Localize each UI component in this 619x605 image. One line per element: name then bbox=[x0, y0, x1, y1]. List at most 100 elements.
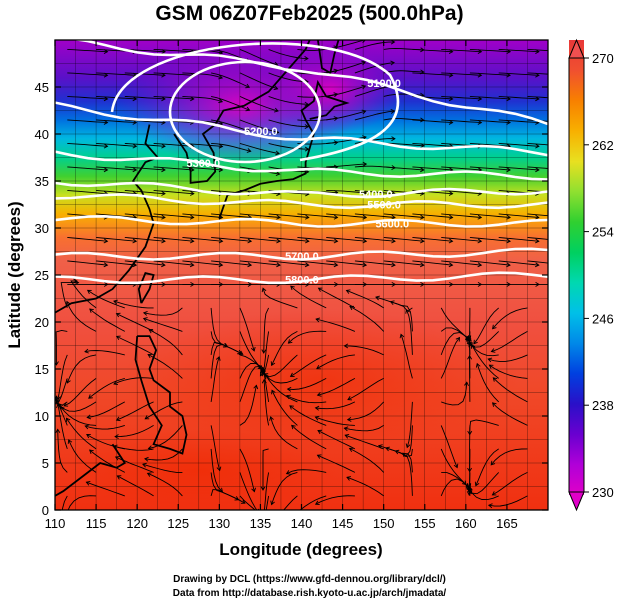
y-tick-label: 30 bbox=[35, 221, 49, 236]
streamline bbox=[116, 401, 154, 421]
streamline bbox=[469, 48, 511, 53]
colorbar-ticks: 230 238 246 254 262 270 bbox=[584, 51, 614, 500]
streamline bbox=[115, 425, 154, 438]
streamline-arrow bbox=[116, 475, 122, 480]
streamline-arrow bbox=[132, 119, 138, 125]
streamline-arrow bbox=[564, 263, 568, 267]
streamline bbox=[498, 166, 539, 171]
streamline bbox=[283, 495, 298, 510]
streamline-arrow bbox=[85, 480, 91, 486]
x-axis-ticks: 110 115 120 125 130 135 140 145 150 155 160 165 bbox=[45, 40, 518, 531]
streamline bbox=[469, 213, 511, 218]
streamline bbox=[124, 142, 166, 147]
streamline bbox=[469, 119, 511, 124]
streamline-arrow bbox=[286, 386, 292, 392]
streamline bbox=[239, 236, 281, 242]
streamline-arrow bbox=[263, 373, 269, 378]
streamline bbox=[412, 166, 453, 171]
streamline-arrow bbox=[190, 96, 195, 102]
streamline bbox=[239, 472, 258, 510]
contour-label: 5400.0 bbox=[359, 189, 393, 201]
streamline-arrow bbox=[490, 460, 496, 466]
streamline bbox=[263, 472, 270, 510]
streamline-arrow bbox=[286, 394, 291, 400]
streamline-arrow bbox=[63, 402, 69, 407]
streamline bbox=[57, 404, 68, 450]
y-tick-label: 40 bbox=[35, 127, 49, 142]
streamline bbox=[182, 95, 223, 103]
x-tick-label: 130 bbox=[208, 516, 230, 531]
streamline-arrow bbox=[534, 262, 540, 268]
streamline-arrow bbox=[146, 472, 152, 477]
streamline-arrow bbox=[289, 372, 295, 377]
streamline-arrow bbox=[346, 416, 352, 422]
streamline-arrow bbox=[316, 454, 322, 459]
streamline-arrow bbox=[189, 262, 195, 268]
streamline bbox=[148, 425, 183, 449]
streamline bbox=[67, 119, 108, 124]
streamline bbox=[89, 308, 126, 332]
streamline-arrow bbox=[142, 317, 148, 322]
contour-low-closed bbox=[168, 60, 322, 164]
streamline bbox=[469, 419, 499, 435]
streamline-arrow bbox=[420, 117, 425, 123]
streamline-arrow bbox=[453, 463, 459, 469]
streamline bbox=[66, 301, 97, 332]
streamline-arrow bbox=[477, 262, 483, 268]
streamline bbox=[124, 236, 166, 242]
streamline-arrow bbox=[535, 96, 540, 102]
streamline-arrow bbox=[506, 238, 511, 244]
streamline-arrow bbox=[65, 300, 71, 306]
streamline bbox=[469, 260, 511, 266]
streamline bbox=[297, 236, 338, 242]
streamline-arrow bbox=[492, 324, 497, 330]
contour-line bbox=[55, 214, 548, 228]
streamline-arrow bbox=[343, 426, 349, 432]
streamline bbox=[211, 236, 252, 242]
streamline bbox=[153, 166, 194, 171]
streamline bbox=[144, 401, 183, 420]
streamline bbox=[262, 448, 269, 490]
streamline-arrow bbox=[190, 191, 195, 196]
streamline bbox=[153, 213, 194, 218]
streamline bbox=[96, 166, 137, 171]
streamline-arrow bbox=[477, 238, 483, 244]
streamline bbox=[239, 48, 278, 66]
streamline-arrow bbox=[148, 329, 154, 334]
streamline-arrow bbox=[473, 339, 478, 345]
streamline-arrow bbox=[103, 96, 109, 102]
contour-line bbox=[55, 181, 548, 199]
streamline bbox=[315, 318, 356, 332]
streamline-arrow bbox=[399, 333, 405, 339]
streamline bbox=[440, 425, 458, 468]
streamline-arrow bbox=[535, 214, 540, 220]
streamline bbox=[271, 390, 298, 426]
y-axis-ticks: 0 5 10 15 20 25 30 35 40 45 bbox=[35, 80, 548, 518]
streamline-arrow bbox=[419, 238, 425, 244]
streamline-arrow bbox=[490, 348, 496, 353]
graticule bbox=[55, 40, 548, 510]
y-axis-label: Latitude (degrees) bbox=[5, 201, 24, 348]
x-tick-label: 155 bbox=[414, 516, 436, 531]
streamline bbox=[210, 356, 220, 402]
streamline bbox=[67, 236, 108, 242]
streamline bbox=[318, 287, 356, 309]
colorbar-tick-label: 246 bbox=[592, 311, 614, 326]
streamline-arrow bbox=[564, 120, 568, 124]
streamline bbox=[469, 166, 511, 171]
streamline-arrow bbox=[506, 214, 511, 220]
streamline-arrow bbox=[492, 377, 498, 382]
streamline-arrow bbox=[132, 96, 138, 102]
streamline-arrow bbox=[344, 433, 350, 439]
streamline bbox=[468, 472, 500, 495]
streamline-arrow bbox=[103, 143, 109, 149]
streamline-arrow bbox=[304, 55, 309, 61]
streamline bbox=[268, 260, 309, 266]
streamline bbox=[400, 334, 413, 379]
streamline bbox=[317, 430, 356, 450]
streamline-arrow bbox=[317, 287, 323, 292]
streamline bbox=[271, 471, 298, 505]
contour-line bbox=[55, 193, 548, 210]
streamline-arrow bbox=[218, 262, 224, 268]
